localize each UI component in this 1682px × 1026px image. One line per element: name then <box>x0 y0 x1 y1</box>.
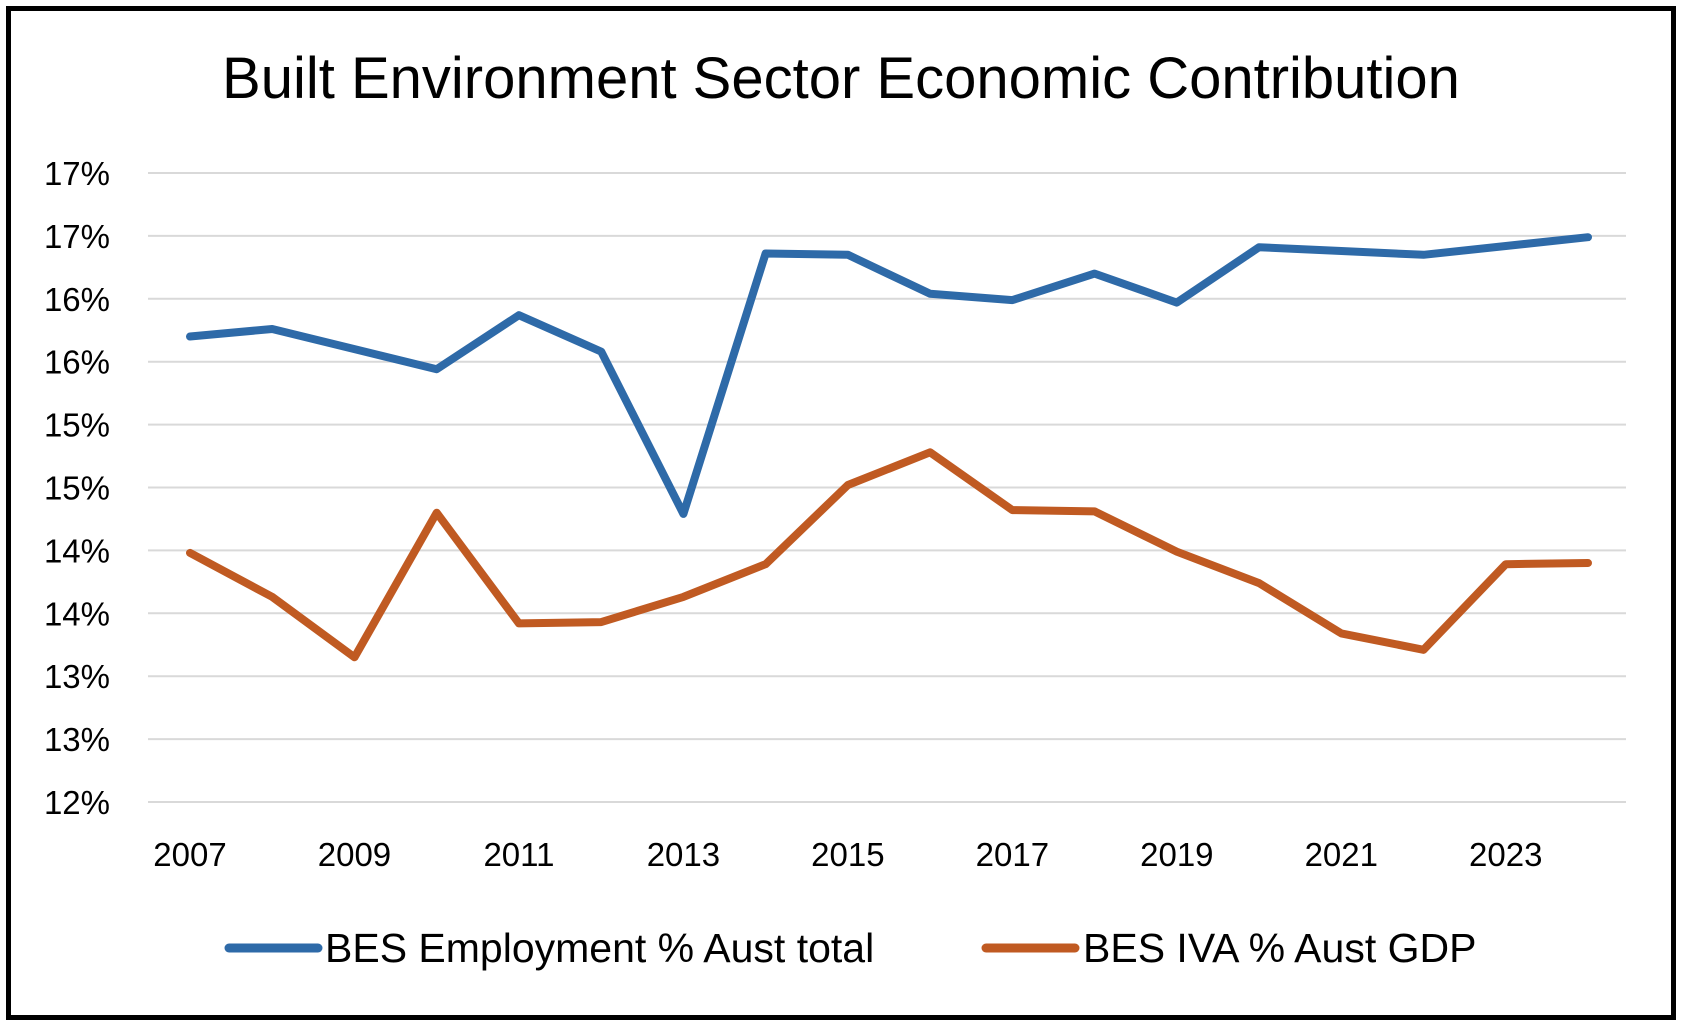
chart-title: Built Environment Sector Economic Contri… <box>222 46 1460 111</box>
y-tick-label: 15% <box>44 407 110 444</box>
x-tick-label: 2019 <box>1140 836 1213 873</box>
y-tick-label: 17% <box>44 218 110 255</box>
x-tick-label: 2013 <box>647 836 720 873</box>
series-lines <box>186 233 1592 662</box>
y-tick-label: 14% <box>44 532 110 569</box>
gridlines <box>148 172 1626 803</box>
y-tick-label: 16% <box>44 344 110 381</box>
legend-label-iva: BES IVA % Aust GDP <box>1083 925 1476 971</box>
x-tick-label: 2023 <box>1469 836 1542 873</box>
x-tick-label: 2009 <box>318 836 391 873</box>
x-tick-label: 2011 <box>483 836 554 873</box>
y-axis-tick-labels: 17% 17% 16% 16% 15% 15% 14% 14% 13% 13% 12% <box>44 155 110 821</box>
x-axis-tick-labels: 2007 2009 2011 2013 2015 2017 2019 2021 2023 <box>153 836 1542 873</box>
x-tick-label: 2015 <box>811 836 884 873</box>
y-tick-label: 16% <box>44 281 110 318</box>
y-tick-label: 13% <box>44 721 110 758</box>
series-line-iva <box>186 448 1592 662</box>
legend: BES Employment % Aust total BES IVA % Au… <box>224 925 1476 971</box>
x-tick-label: 2021 <box>1305 836 1378 873</box>
chart-frame <box>6 6 1676 1020</box>
y-tick-label: 13% <box>44 658 110 695</box>
x-tick-label: 2017 <box>976 836 1049 873</box>
y-tick-label: 17% <box>44 155 110 192</box>
series-line-employment <box>186 233 1592 518</box>
x-tick-label: 2007 <box>153 836 226 873</box>
legend-label-employment: BES Employment % Aust total <box>325 925 874 971</box>
y-tick-label: 15% <box>44 470 110 507</box>
y-tick-label: 14% <box>44 595 110 632</box>
y-tick-label: 12% <box>44 784 110 821</box>
